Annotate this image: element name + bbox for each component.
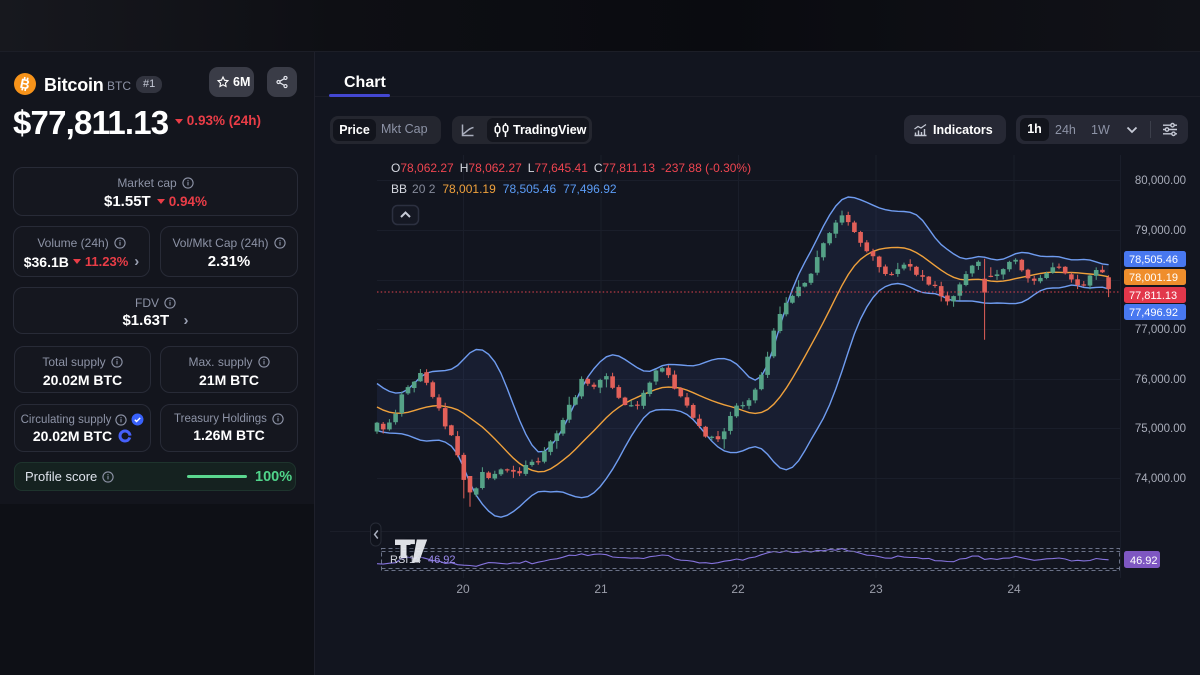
svg-text:77,811.13: 77,811.13 [1129, 290, 1177, 302]
svg-text:B: B [19, 76, 32, 93]
svg-text:77,000.00: 77,000.00 [1135, 324, 1186, 336]
svg-text:24: 24 [1007, 582, 1021, 596]
svg-text:79,000.00: 79,000.00 [1135, 225, 1186, 237]
svg-text:23: 23 [869, 582, 883, 596]
svg-text:77,496.92: 77,496.92 [1129, 307, 1178, 319]
svg-text:78,001.19: 78,001.19 [1129, 272, 1178, 284]
svg-text:75,000.00: 75,000.00 [1135, 423, 1186, 435]
svg-text:14: 14 [409, 554, 421, 566]
svg-text:21: 21 [594, 582, 608, 596]
svg-text:RSI: RSI [390, 554, 408, 566]
svg-text:20: 20 [456, 582, 470, 596]
svg-text:46.92: 46.92 [428, 554, 456, 566]
svg-text:76,000.00: 76,000.00 [1135, 374, 1186, 386]
svg-text:78,505.46: 78,505.46 [1129, 254, 1178, 266]
svg-text:22: 22 [731, 582, 745, 596]
svg-text:46.92: 46.92 [1130, 555, 1158, 567]
svg-text:80,000.00: 80,000.00 [1135, 175, 1186, 187]
svg-text:74,000.00: 74,000.00 [1135, 473, 1186, 485]
